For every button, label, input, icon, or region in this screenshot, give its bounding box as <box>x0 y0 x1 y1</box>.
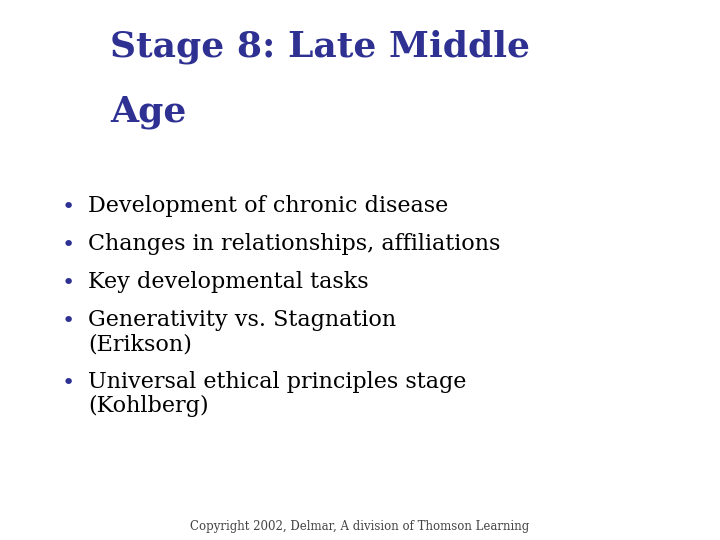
Text: Generativity vs. Stagnation: Generativity vs. Stagnation <box>88 309 396 331</box>
Text: •: • <box>61 197 75 217</box>
Text: Age: Age <box>110 95 186 129</box>
Text: •: • <box>61 311 75 331</box>
Text: (Erikson): (Erikson) <box>88 333 192 355</box>
Text: (Kohlberg): (Kohlberg) <box>88 395 209 417</box>
Text: Stage 8: Late Middle: Stage 8: Late Middle <box>110 30 530 64</box>
Text: •: • <box>61 373 75 393</box>
Text: Key developmental tasks: Key developmental tasks <box>88 271 369 293</box>
Text: •: • <box>61 235 75 255</box>
Text: Changes in relationships, affiliations: Changes in relationships, affiliations <box>88 233 500 255</box>
Text: Copyright 2002, Delmar, A division of Thomson Learning: Copyright 2002, Delmar, A division of Th… <box>190 520 530 533</box>
Text: Development of chronic disease: Development of chronic disease <box>88 195 449 217</box>
Text: Universal ethical principles stage: Universal ethical principles stage <box>88 371 467 393</box>
Text: •: • <box>61 273 75 293</box>
